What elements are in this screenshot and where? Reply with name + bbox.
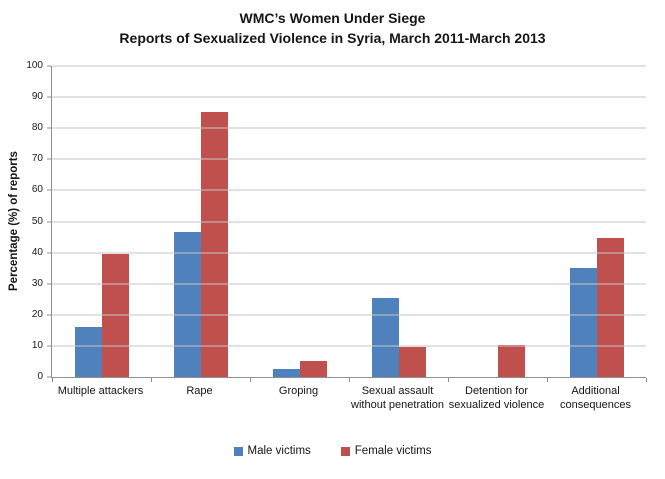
x-axis-category-label: Rape xyxy=(186,385,213,397)
plot-area: 0 10 20 30 40 50 60 70 80 90 100 xyxy=(26,61,647,382)
gridline xyxy=(52,96,646,98)
y-tick-mark xyxy=(47,283,51,285)
bar-female-victims-detention-for-sexualized-violence xyxy=(497,344,525,377)
gridline xyxy=(52,252,646,254)
bar-group-rape xyxy=(151,66,250,377)
y-tick-mark xyxy=(47,158,51,160)
bar-male-victims-additional-consequences xyxy=(569,268,597,377)
bar-female-victims-rape xyxy=(200,111,228,377)
y-tick-mark xyxy=(47,127,51,129)
bar-female-victims-groping xyxy=(299,360,327,377)
x-axis-category-label: Sexual assault without penetration xyxy=(351,385,444,412)
y-tick-mark xyxy=(47,221,51,222)
bar-female-victims-additional-consequences xyxy=(596,237,624,377)
gridline xyxy=(52,65,646,67)
y-tick-mark xyxy=(47,345,51,347)
x-tick-mark xyxy=(448,378,449,382)
y-tick-label: 80 xyxy=(31,122,43,134)
x-tick-mark xyxy=(52,378,53,382)
gridline xyxy=(52,345,646,347)
legend: Male victims Female victims xyxy=(0,445,665,457)
bar-female-victims-sexual-assault-without-penetration xyxy=(398,346,426,377)
legend-label: Male victims xyxy=(247,445,311,457)
y-tick-label: 90 xyxy=(31,91,43,103)
bar-group-groping xyxy=(250,66,349,377)
y-tick-mark xyxy=(47,252,51,254)
y-tick-label: 40 xyxy=(31,246,43,258)
bar-male-victims-groping xyxy=(272,369,300,377)
gridline xyxy=(52,189,646,191)
chart-title-line1: WMC’s Women Under Siege xyxy=(239,10,426,26)
bar-group-sexual-assault-without-penetration xyxy=(349,66,448,377)
x-tick-mark xyxy=(349,378,350,382)
chart-title: WMC’s Women Under Siege Reports of Sexua… xyxy=(0,8,665,48)
legend-swatch-icon xyxy=(340,446,350,456)
legend-label: Female victims xyxy=(354,445,432,457)
bar-male-victims-multiple-attackers xyxy=(74,327,102,377)
gridline xyxy=(52,127,646,129)
bar-group-detention-for-sexualized-violence xyxy=(448,66,547,377)
y-tick-mark xyxy=(47,376,51,378)
x-axis-category-label: Detention for sexualized violence xyxy=(448,385,545,412)
x-tick-mark xyxy=(151,378,152,382)
y-tick-mark xyxy=(47,314,51,316)
gridline xyxy=(52,314,646,316)
chart-title-line2: Reports of Sexualized Violence in Syria,… xyxy=(119,30,546,46)
legend-item-female-victims: Female victims xyxy=(340,445,432,457)
x-axis-category-label: Additional consequences xyxy=(560,385,631,412)
y-tick-label: 0 xyxy=(37,371,43,382)
y-tick-mark xyxy=(47,96,51,98)
gridline xyxy=(52,283,646,285)
legend-swatch-icon xyxy=(233,446,243,456)
x-tick-mark xyxy=(547,378,548,382)
y-tick-label: 60 xyxy=(31,184,43,196)
x-axis-category-label: Multiple attackers xyxy=(57,385,144,397)
legend-item-male-victims: Male victims xyxy=(233,445,311,457)
bar-male-victims-sexual-assault-without-penetration xyxy=(371,297,399,377)
x-axis-labels: Multiple attackers Rape Groping Sexual assa… xyxy=(51,384,645,413)
gridline xyxy=(52,221,646,222)
x-tick-mark xyxy=(250,378,251,382)
y-tick-label: 30 xyxy=(31,277,43,289)
gridline xyxy=(52,158,646,160)
y-tick-mark xyxy=(47,65,51,67)
bar-male-victims-rape xyxy=(173,232,201,377)
y-tick-label: 10 xyxy=(31,339,43,351)
y-tick-label: 100 xyxy=(26,60,43,71)
y-tick-mark xyxy=(47,189,51,191)
bar-groups xyxy=(52,66,646,377)
x-tick-mark xyxy=(646,378,647,382)
x-axis-category-label: Groping xyxy=(278,385,319,397)
bar-group-additional-consequences xyxy=(547,66,646,377)
y-tick-label: 20 xyxy=(31,308,43,320)
y-tick-label: 70 xyxy=(31,153,43,165)
y-tick-label: 50 xyxy=(31,215,43,227)
y-axis-title: Percentage (%) of reports xyxy=(8,151,20,292)
